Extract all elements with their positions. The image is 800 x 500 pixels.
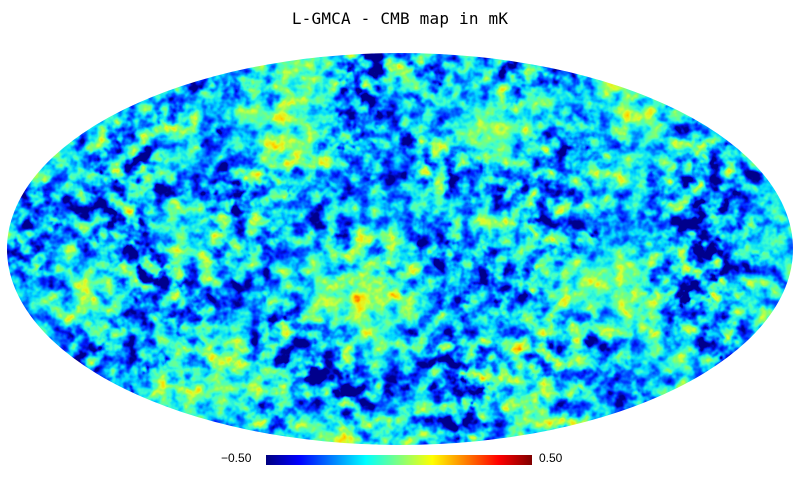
sky-map-pixels <box>7 53 793 445</box>
map-title: L-GMCA - CMB map in mK <box>291 9 509 28</box>
